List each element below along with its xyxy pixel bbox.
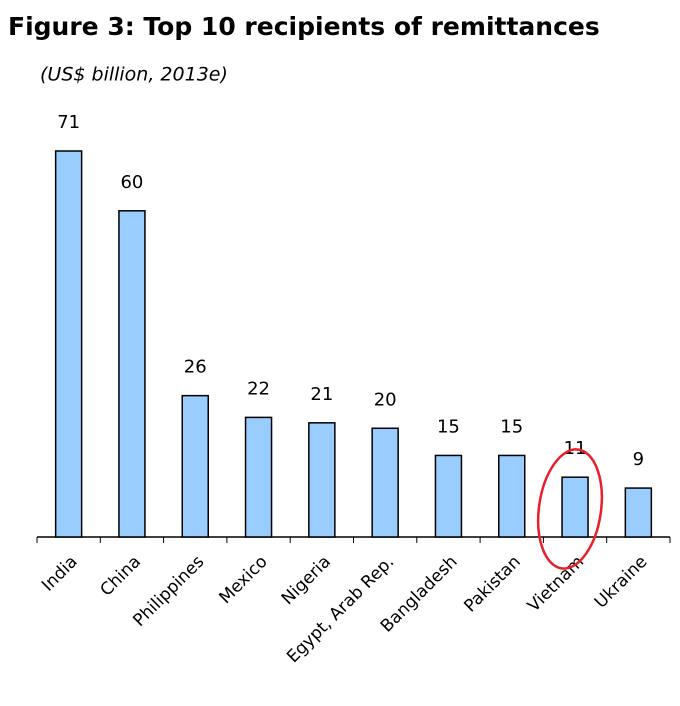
x-tick-label: India (38, 552, 82, 596)
x-tick-label: China (97, 552, 145, 600)
value-label: 15 (437, 416, 460, 437)
bar (244, 416, 273, 538)
bar (371, 427, 399, 538)
x-tick-label: Mexico (216, 552, 272, 608)
value-label: 26 (184, 357, 207, 378)
value-label: 71 (57, 112, 80, 133)
chart-title: Figure 3: Top 10 recipients of remittanc… (8, 12, 600, 41)
bar (308, 422, 336, 538)
x-tick-label: Egypt, Arab Rep. (283, 552, 398, 667)
x-tick-label: Ukraine (591, 552, 652, 613)
x-tick-label: Pakistan (460, 552, 524, 616)
bar (624, 487, 653, 538)
bar (434, 454, 463, 538)
bar (181, 394, 209, 538)
value-label: 9 (633, 449, 644, 470)
bar (561, 476, 589, 538)
value-label: 22 (247, 378, 270, 399)
highlight-circle (536, 448, 604, 570)
bar (118, 210, 146, 538)
value-label: 21 (310, 384, 333, 405)
value-label: 15 (500, 416, 523, 437)
bar (498, 454, 526, 538)
chart-subtitle: (US$ billion, 2013e) (40, 64, 228, 86)
x-tick-label: Nigeria (278, 552, 335, 609)
bar (54, 150, 83, 538)
value-label: 20 (374, 389, 397, 410)
value-label: 60 (120, 172, 143, 193)
